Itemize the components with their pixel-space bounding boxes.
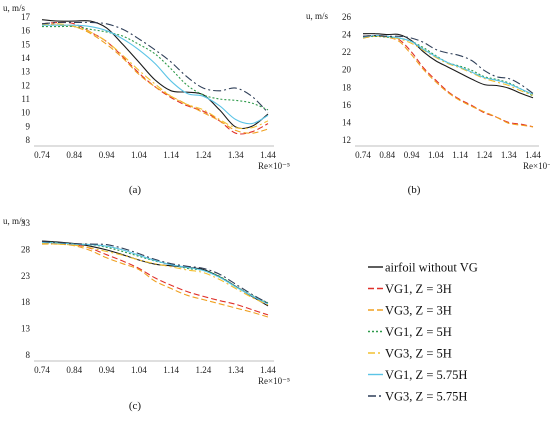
series-line-b-2 bbox=[362, 34, 534, 128]
x-tick-label: 1.44 bbox=[525, 150, 541, 160]
x-tick-label: 0.94 bbox=[99, 150, 115, 160]
y-tick-label: 10 bbox=[21, 108, 31, 118]
series-line-b-1 bbox=[362, 33, 534, 99]
y-tick-label: 16 bbox=[342, 100, 352, 110]
y-tick-label: 8 bbox=[26, 350, 31, 360]
y-tick-label: 20 bbox=[342, 65, 352, 75]
x-tick-label: 1.34 bbox=[228, 365, 244, 375]
x-tick-label: 0.94 bbox=[404, 150, 420, 160]
series-line-c-4 bbox=[41, 241, 269, 304]
y-tick-label: 11 bbox=[21, 94, 30, 104]
series-line-b-4 bbox=[362, 35, 534, 97]
y-tick-label: 16 bbox=[21, 26, 31, 36]
x-tick-label: 0.84 bbox=[379, 150, 395, 160]
y-tick-label: 15 bbox=[21, 39, 31, 49]
y-tick-label: 17 bbox=[21, 12, 31, 22]
legend-label: VG1, Z = 3H bbox=[385, 282, 452, 296]
chart-panel-b: u, m/s 12 14 16 18 20 22 24 26 0.74 0.84 0.94 1.04 1.… bbox=[306, 11, 550, 196]
x-axis-label-b: Re×10⁻⁵ bbox=[523, 161, 550, 171]
series-line-a-7 bbox=[41, 21, 269, 114]
series-line-a-5 bbox=[41, 23, 269, 130]
legend-entry: airfoil without VG bbox=[368, 261, 478, 275]
series-line-b-3 bbox=[362, 35, 534, 128]
series-line-b-7 bbox=[362, 34, 534, 94]
series-line-c-1 bbox=[41, 240, 269, 307]
x-tick-label: 1.34 bbox=[228, 150, 244, 160]
legend-entry: VG1, Z = 5H bbox=[368, 325, 452, 339]
legend-label: VG1, Z = 5.75H bbox=[385, 368, 467, 382]
y-axis-label-a: u, m/s bbox=[3, 3, 26, 13]
legend: airfoil without VG VG1, Z = 3H VG3, Z = 3H… bbox=[368, 261, 478, 404]
x-tick-label: 1.04 bbox=[131, 150, 147, 160]
x-tick-label: 0.74 bbox=[34, 365, 50, 375]
chart-panel-c: u, m/s 8 13 18 23 28 33 0.74 0.84 0.94 1.04 1.14 1.2… bbox=[3, 216, 290, 412]
x-tick-label: 1.04 bbox=[428, 150, 444, 160]
series-line-a-2 bbox=[41, 21, 269, 135]
series-line-c-7 bbox=[41, 240, 269, 304]
x-tick-label: 0.74 bbox=[34, 150, 50, 160]
legend-entry: VG1, Z = 5.75H bbox=[368, 368, 467, 382]
y-tick-label: 22 bbox=[342, 47, 351, 57]
legend-label: VG1, Z = 5H bbox=[385, 325, 452, 339]
x-tick-label: 0.84 bbox=[66, 150, 82, 160]
x-tick-label: 0.84 bbox=[66, 365, 82, 375]
x-tick-label: 1.44 bbox=[260, 150, 276, 160]
x-tick-label: 1.34 bbox=[501, 150, 517, 160]
legend-entry: VG3, Z = 5H bbox=[368, 347, 452, 361]
x-tick-label: 1.44 bbox=[260, 365, 276, 375]
x-tick-label: 1.14 bbox=[163, 150, 179, 160]
series-line-a-1 bbox=[41, 19, 269, 130]
x-axis-label-a: Re×10⁻⁵ bbox=[258, 161, 290, 171]
y-tick-label: 18 bbox=[21, 297, 31, 307]
y-tick-label: 9 bbox=[26, 121, 31, 131]
y-tick-label: 24 bbox=[342, 30, 352, 40]
y-tick-label: 18 bbox=[342, 82, 352, 92]
y-tick-label: 12 bbox=[342, 135, 351, 145]
series-line-c-5 bbox=[41, 243, 269, 306]
legend-entry: VG1, Z = 3H bbox=[368, 282, 452, 296]
legend-label: VG3, Z = 3H bbox=[385, 304, 452, 318]
x-tick-label: 1.14 bbox=[163, 365, 179, 375]
series-line-b-5 bbox=[362, 35, 534, 96]
y-tick-label: 12 bbox=[21, 80, 30, 90]
y-tick-label: 13 bbox=[21, 67, 31, 77]
y-tick-label: 14 bbox=[342, 117, 352, 127]
x-tick-label: 1.14 bbox=[452, 150, 468, 160]
y-tick-label: 8 bbox=[26, 135, 31, 145]
panel-label-a: (a) bbox=[129, 184, 142, 196]
x-tick-label: 1.04 bbox=[131, 365, 147, 375]
y-tick-label: 26 bbox=[342, 12, 352, 22]
series-line-c-6 bbox=[41, 241, 269, 305]
chart-panel-a: u, m/s 8 9 10 11 12 13 14 15 16 17 0.74 0.84 0.94 1.04… bbox=[3, 3, 290, 196]
series-line-c-3 bbox=[41, 243, 269, 318]
x-tick-label: 1.24 bbox=[477, 150, 493, 160]
legend-label: airfoil without VG bbox=[385, 261, 478, 275]
legend-label: VG3, Z = 5.75H bbox=[385, 390, 467, 404]
y-axis-label-c: u, m/s bbox=[3, 216, 26, 226]
y-tick-label: 14 bbox=[21, 53, 31, 63]
series-line-a-4 bbox=[41, 25, 269, 111]
x-axis-label-c: Re×10⁻⁵ bbox=[258, 376, 290, 386]
legend-entry: VG3, Z = 3H bbox=[368, 304, 452, 318]
panel-label-b: (b) bbox=[408, 184, 421, 196]
series-line-a-3 bbox=[41, 23, 269, 134]
y-tick-label: 13 bbox=[21, 324, 31, 334]
legend-label: VG3, Z = 5H bbox=[385, 347, 452, 361]
y-axis-label-b: u, m/s bbox=[306, 11, 329, 21]
series-line-a-6 bbox=[41, 24, 269, 125]
y-tick-label: 33 bbox=[21, 218, 31, 228]
x-tick-label: 1.24 bbox=[196, 150, 212, 160]
legend-entry: VG3, Z = 5.75H bbox=[368, 390, 467, 404]
x-tick-label: 0.94 bbox=[99, 365, 115, 375]
x-tick-label: 0.74 bbox=[355, 150, 371, 160]
y-tick-label: 23 bbox=[21, 271, 31, 281]
panel-label-c: (c) bbox=[129, 400, 142, 412]
y-tick-label: 28 bbox=[21, 244, 31, 254]
series-line-c-2 bbox=[41, 242, 269, 316]
x-tick-label: 1.24 bbox=[196, 365, 212, 375]
